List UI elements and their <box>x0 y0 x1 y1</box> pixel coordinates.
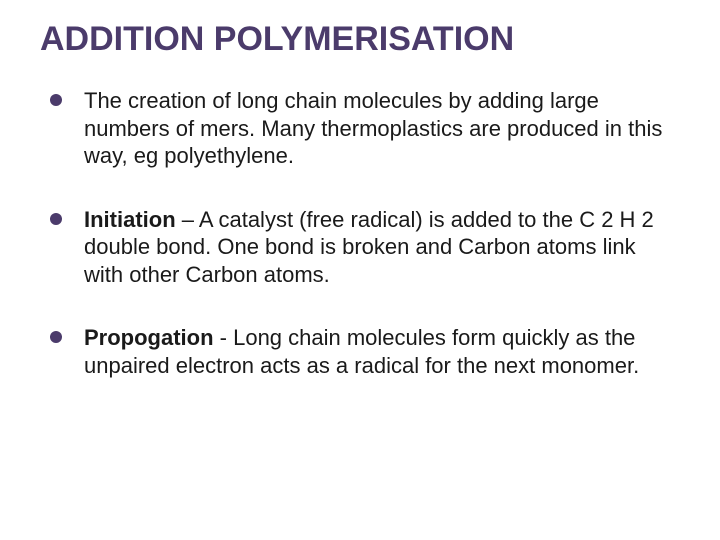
bullet-text: The creation of long chain molecules by … <box>84 88 662 168</box>
bullet-icon <box>50 213 62 225</box>
list-item: Propogation - Long chain molecules form … <box>50 324 670 379</box>
list-item: Initiation – A catalyst (free radical) i… <box>50 206 670 289</box>
bullet-icon <box>50 331 62 343</box>
bullet-bold-term: Initiation <box>84 207 176 232</box>
list-item: The creation of long chain molecules by … <box>50 87 670 170</box>
slide-title: ADDITION POLYMERISATION <box>40 20 670 59</box>
bullet-list: The creation of long chain molecules by … <box>50 87 670 379</box>
bullet-icon <box>50 94 62 106</box>
bullet-bold-term: Propogation <box>84 325 214 350</box>
